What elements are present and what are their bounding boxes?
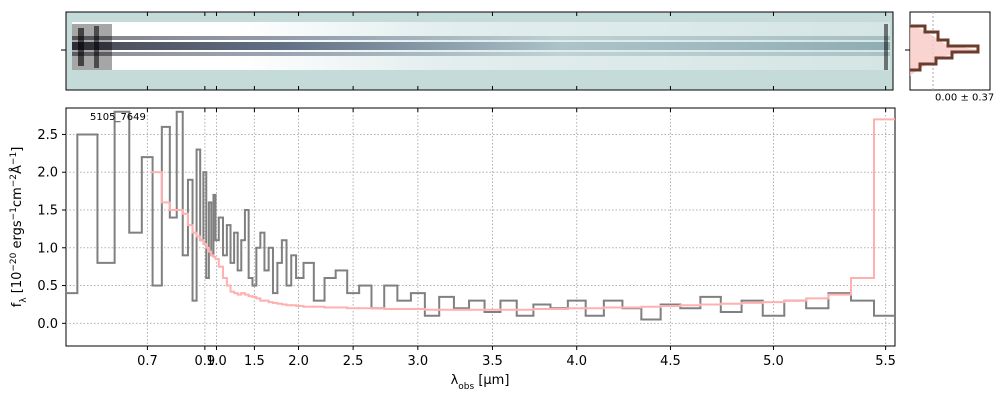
x-tick-label: 3.0 — [408, 354, 429, 369]
grid — [66, 108, 895, 346]
y-tick-label: 2.0 — [37, 166, 58, 181]
y-tick-label: 0.0 — [37, 317, 58, 332]
x-axis-label: λobs [μm] — [451, 373, 510, 392]
x-tick-label: 1.0 — [206, 354, 227, 369]
spectrum-riser — [76, 111, 876, 320]
y-axis-label: fλ [10−20 ergs−1cm−2Å−1] — [9, 147, 29, 308]
y-label-part: Å — [9, 165, 25, 174]
plot-frame — [65, 107, 896, 347]
x-tick-label: 0.9 — [195, 354, 216, 369]
x-tick-label: 3.5 — [482, 354, 503, 369]
y-label-part: f — [10, 302, 25, 307]
x-label-part: [μm] — [474, 373, 509, 388]
y-tick-label: 1.5 — [37, 204, 58, 219]
x-tick-label: 4.5 — [660, 354, 681, 369]
y-tick-label: 0.5 — [37, 279, 58, 294]
y-label-part: −20 — [9, 252, 19, 271]
x-tick-label: 5.5 — [875, 354, 896, 369]
y-tick-label: 1.0 — [37, 241, 58, 256]
x-tick-label: 2.5 — [343, 354, 364, 369]
y-label-part: −1 — [9, 152, 19, 165]
y-label-part: −1 — [9, 207, 19, 220]
x-tick-label: 5.0 — [763, 354, 784, 369]
y-label-part: −2 — [9, 174, 19, 187]
spectrum-2d — [61, 11, 894, 91]
spectrum-riser — [160, 119, 876, 310]
plot-area — [66, 110, 895, 321]
y-label-part: λ — [19, 297, 29, 303]
y-label-part: [10 — [10, 272, 25, 298]
y-label-part: ] — [10, 147, 25, 152]
axes: 0.00.51.01.52.02.50.7 0.91.0 1.5 2.0 2.5 3.0 3… — [37, 12, 896, 369]
x-label-part: obs — [458, 382, 474, 392]
y-label-part: ergs — [10, 220, 25, 252]
residual-histogram: 0.00 ± 0.37 — [905, 11, 994, 103]
x-tick-label: 2.0 — [288, 354, 309, 369]
y-tick-label: 2.5 — [37, 128, 58, 143]
histogram-label: 0.00 ± 0.37 — [935, 92, 994, 103]
x-tick-label: 0.7 — [137, 354, 158, 369]
annotation: 5105_7649 — [90, 112, 146, 123]
y-label-part: cm — [10, 187, 25, 207]
x-tick-label: 4.0 — [566, 354, 587, 369]
x-tick-label: 1.5 — [244, 354, 265, 369]
x-label-part: λ — [451, 373, 459, 388]
